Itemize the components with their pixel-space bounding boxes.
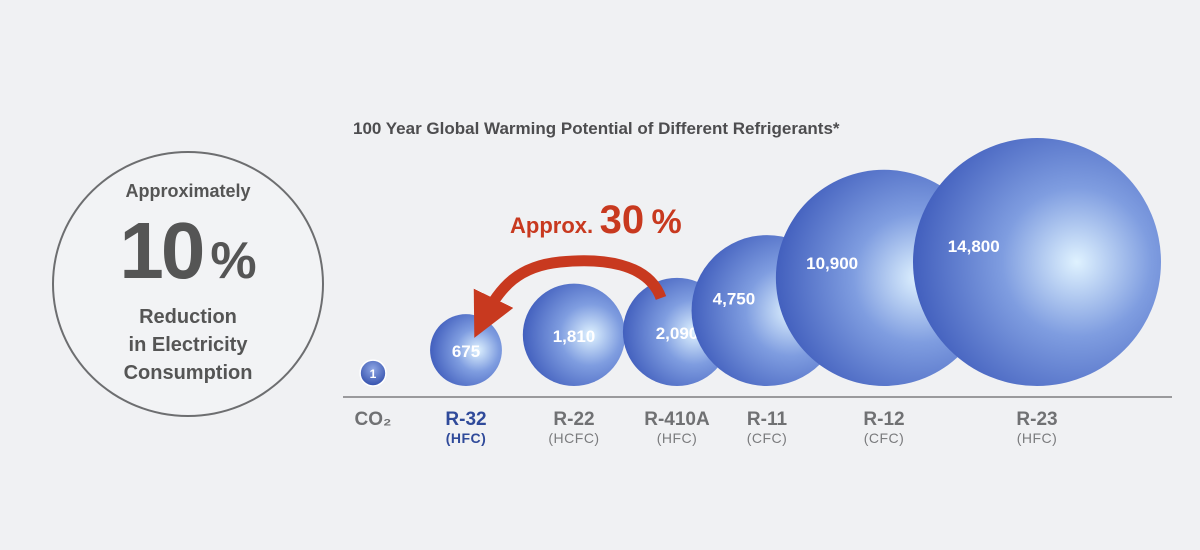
annotation-text: Approx. 30 % [510,198,682,242]
stat-unit: % [210,232,257,290]
category-label-r-23: R-23 [1016,409,1057,430]
reduction-stat-circle: Approximately 10 % Reduction in Electric… [52,151,324,417]
category-class-r-12: (CFC) [864,430,905,446]
annotation-value: 30 [600,198,645,242]
category-class-r-22: (HCFC) [548,430,599,446]
category-label-co2: CO₂ [355,409,392,430]
stat-desc-line-2: in Electricity [128,334,248,356]
bubble-value-r-12: 10,900 [806,254,858,273]
chart-title: 100 Year Global Warming Potential of Dif… [353,119,840,138]
category-label-r-410a: R-410A [644,409,710,430]
stat-desc-line-3: Consumption [123,362,253,384]
bubble-value-r-11: 4,750 [713,290,756,309]
category-labels: CO₂ R-32(HFC)R-22(HCFC)R-410A(HFC)R-11(CF… [355,409,1058,446]
annotation-unit: % [652,203,682,241]
category-label-r-12: R-12 [863,409,904,430]
reduction-arrow [473,255,667,338]
category-class-r-11: (CFC) [747,430,788,446]
bubble-value-co2: 1 [370,367,377,381]
category-label-r-11: R-11 [747,409,788,430]
category-label-r-32: R-32 [445,409,486,430]
stat-desc-line-1: Reduction [139,306,237,328]
bubble-co2 [359,359,387,387]
bubble-value-r-23: 14,800 [948,237,1000,256]
bubble-value-r-22: 1,810 [553,327,596,346]
bubbles-group: 1 675 1,810 2,090 4,750 10,900 14,800 [359,138,1161,387]
annotation-prefix: Approx. [510,213,593,238]
bubble-r-22 [522,283,626,387]
category-class-r-23: (HFC) [1017,430,1058,446]
bubble-value-r-32: 675 [452,342,480,361]
stat-value-row: 10 % [54,205,322,297]
category-label-r-22: R-22 [553,409,594,430]
stat-number: 10 [119,206,205,295]
bubble-value-r-410a: 2,090 [656,324,699,343]
category-class-r-32: (HFC) [446,430,487,446]
category-class-r-410a: (HFC) [657,430,698,446]
stat-intro: Approximately [125,181,251,201]
bubble-r-23 [913,138,1161,386]
